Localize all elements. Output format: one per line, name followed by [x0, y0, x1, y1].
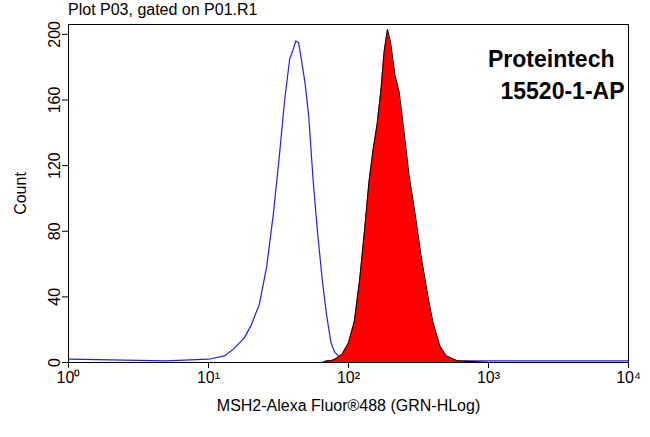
svg-text:MSH2-Alexa Fluor®488 (GRN-HLog: MSH2-Alexa Fluor®488 (GRN-HLog): [217, 397, 480, 414]
svg-text:Proteintech: Proteintech: [488, 46, 615, 72]
svg-text:80: 80: [46, 222, 63, 240]
svg-text:10³: 10³: [477, 369, 501, 386]
html-text:Plot P03, gated on P01.R1: Plot P03, gated on P01.R1: [68, 1, 258, 18]
svg-text:200: 200: [46, 21, 63, 48]
svg-text:15520-1-AP: 15520-1-AP: [500, 78, 624, 104]
svg-text:10⁴: 10⁴: [616, 369, 641, 386]
svg-text:160: 160: [46, 87, 63, 114]
svg-text:10²: 10²: [337, 369, 361, 386]
svg-text:0: 0: [46, 358, 63, 367]
svg-text:40: 40: [46, 288, 63, 306]
svg-text:120: 120: [46, 152, 63, 179]
svg-text:10⁰: 10⁰: [57, 369, 81, 386]
svg-text:10¹: 10¹: [197, 369, 220, 386]
svg-text:Count: Count: [12, 172, 29, 215]
